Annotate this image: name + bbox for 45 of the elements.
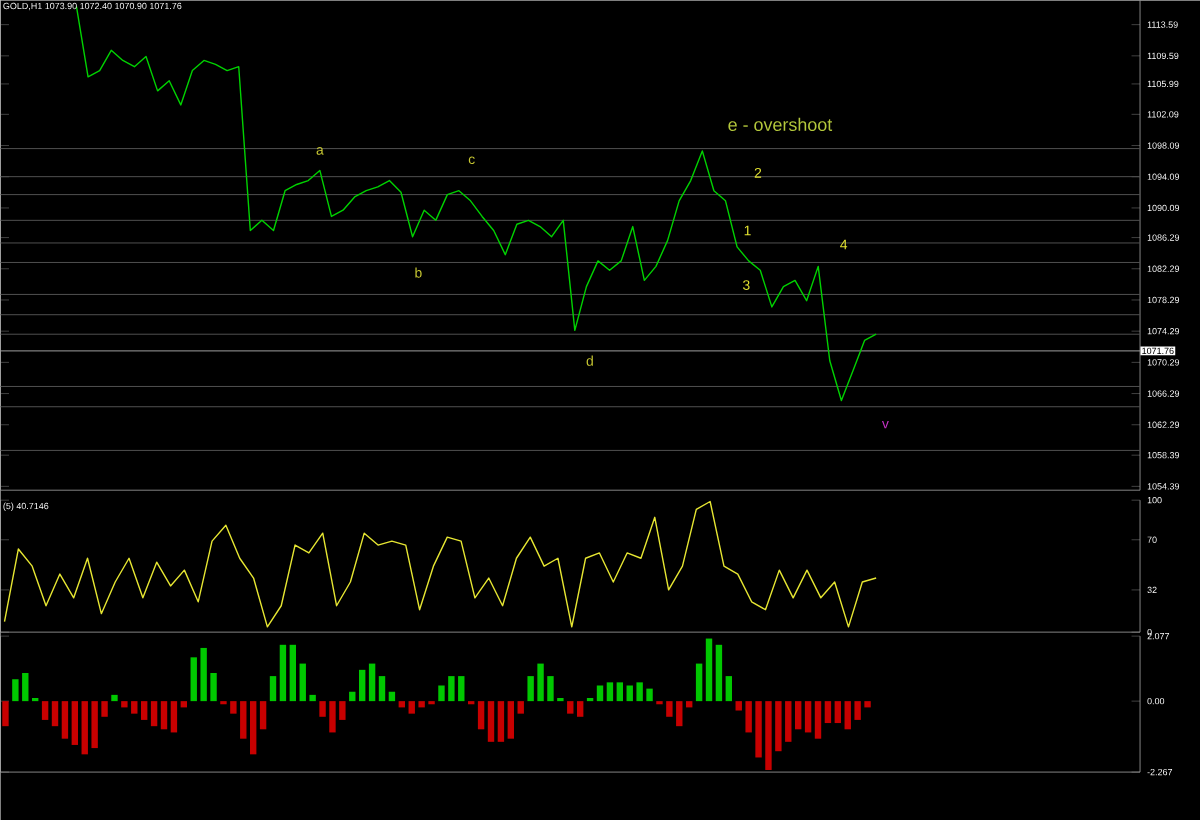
- bar: [71, 701, 79, 745]
- bar: [606, 682, 614, 702]
- bar: [596, 685, 604, 702]
- bar: [814, 701, 822, 739]
- bar: [349, 691, 356, 702]
- bar: [497, 701, 505, 742]
- bar: [695, 663, 703, 702]
- annotation: e - overshoot: [728, 117, 833, 131]
- bar: [725, 676, 733, 702]
- bar: [567, 701, 574, 714]
- bar: [358, 669, 366, 702]
- bar: [705, 638, 713, 702]
- bar: [41, 701, 49, 720]
- line-series: [75, 5, 877, 402]
- bar: [140, 701, 148, 720]
- bar: [61, 701, 69, 739]
- bar: [388, 691, 396, 702]
- bar: [715, 644, 723, 702]
- bar: [576, 701, 584, 717]
- bar: [160, 701, 168, 730]
- bar: [150, 701, 158, 727]
- bar: [2, 701, 9, 727]
- bar: [507, 701, 515, 739]
- bar: [368, 663, 376, 702]
- bar: [487, 701, 495, 742]
- bar: [269, 676, 277, 702]
- bar: [398, 701, 406, 708]
- bar: [279, 644, 287, 702]
- bar: [616, 682, 624, 702]
- bar: [289, 644, 297, 702]
- bar: [517, 701, 524, 714]
- bar: [51, 701, 59, 727]
- bar: [180, 701, 188, 708]
- bar: [794, 701, 802, 730]
- bar: [477, 701, 485, 730]
- bar: [259, 701, 267, 730]
- bar: [824, 701, 832, 724]
- line-series: [3, 500, 877, 628]
- bar: [111, 694, 118, 702]
- bar: [170, 701, 178, 733]
- bar: [685, 701, 693, 708]
- bar: [378, 676, 386, 702]
- bar: [249, 701, 257, 755]
- bar: [834, 701, 842, 724]
- bar: [804, 701, 812, 733]
